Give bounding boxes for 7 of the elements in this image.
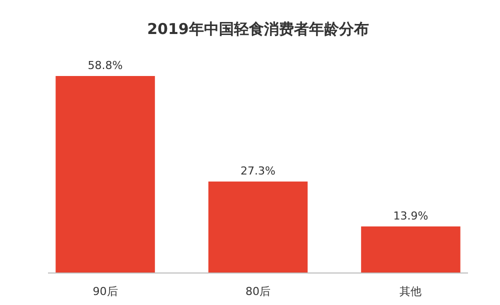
- data-label: 27.3%: [240, 164, 276, 178]
- x-tick-label: 其他: [400, 285, 422, 298]
- data-label: 58.8%: [88, 59, 123, 72]
- x-tick-label: 80后: [246, 285, 270, 298]
- x-tick-label: 90后: [92, 285, 118, 298]
- data-label: 13.9%: [393, 209, 428, 222]
- chart-title: 2019年中国轻食消费者年龄分布: [147, 20, 369, 38]
